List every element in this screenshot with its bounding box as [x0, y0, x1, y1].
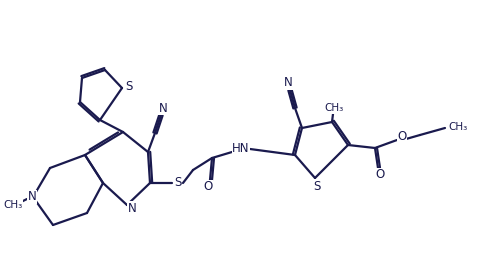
Text: O: O: [375, 168, 385, 181]
Text: N: N: [28, 190, 36, 203]
Text: CH₃: CH₃: [4, 200, 23, 210]
Text: N: N: [159, 101, 167, 115]
Text: N: N: [284, 76, 292, 89]
Text: HN: HN: [232, 143, 250, 156]
Text: O: O: [204, 181, 213, 193]
Text: CH₃: CH₃: [325, 103, 344, 113]
Text: CH₃: CH₃: [449, 122, 468, 132]
Text: S: S: [313, 180, 321, 193]
Text: S: S: [174, 177, 181, 190]
Text: O: O: [397, 131, 407, 144]
Text: N: N: [128, 202, 137, 215]
Text: S: S: [125, 81, 133, 94]
